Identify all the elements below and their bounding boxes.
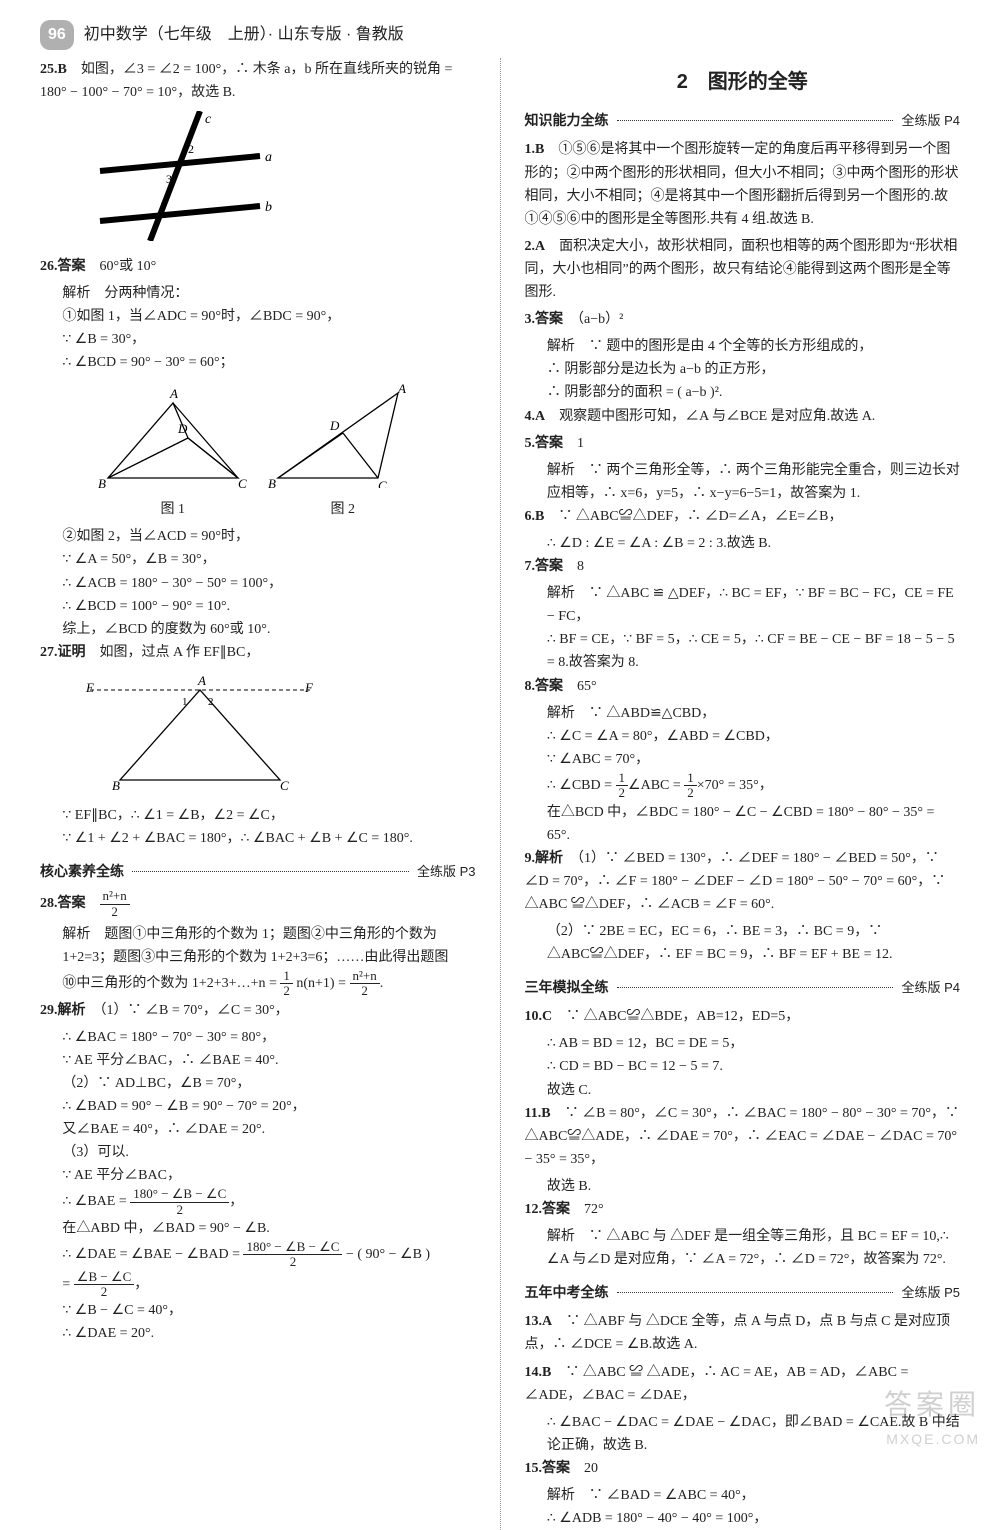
svg-text:C: C [378,478,387,488]
svg-text:a: a [265,150,272,165]
page-header: 96 初中数学（七年级 上册）· 山东专版 · 鲁教版 [0,0,1000,58]
rq15-body: 解析 ∵ ∠BAD = ∠ABC = 40°， ∴ ∠ADB = 180° − … [525,1484,961,1530]
q28: 28.答案 n²+n2 [40,889,476,919]
svg-text:A: A [397,381,406,396]
content-columns: 25.B 如图，∠3 = ∠2 = 100°，∴ 木条 a，b 所在直线所夹的锐… [0,58,1000,1530]
watermark: 答案圈 MXQE.COM [884,1382,980,1451]
q26-diagrams: A B C D 图 1 A B C D 图 2 [40,378,476,521]
rq13: 13.A ∵ △ABF 与 △DCE 全等，点 A 与点 D，点 B 与点 C … [525,1310,961,1356]
svg-text:c: c [205,112,212,127]
svg-text:E: E [85,680,94,695]
q25-diagram: c a b 2 3 1 [80,111,476,249]
svg-text:b: b [265,200,272,215]
rq3: 3.答案 （a−b）² [525,308,961,331]
q26-body2: ②如图 2，当∠ACD = 90°时， ∵ ∠A = 50°，∠B = 30°，… [40,525,476,640]
svg-text:2: 2 [208,696,214,708]
rq12-body: 解析 ∵ △ABC 与 △DEF 是一组全等三角形，且 BC = EF = 10… [525,1225,961,1271]
rq8: 8.答案 65° [525,675,961,698]
q27: 27.证明 如图，过点 A 作 EF∥BC， [40,641,476,664]
svg-text:F: F [304,680,314,695]
rq7-body: 解析 ∵ △ABC ≌ △DEF，∴ BC = EF，∵ BF = BC − F… [525,582,961,674]
subhead-core: 核心素养全练 全练版 P3 [40,860,476,883]
rq15: 15.答案 20 [525,1457,961,1480]
header-title: 初中数学（七年级 上册）· 山东专版 · 鲁教版 [84,22,404,48]
subhead-5year: 五年中考全练全练版 P5 [525,1281,961,1304]
rq1: 1.B ①⑤⑥是将其中一个图形旋转一定的角度后再平移得到另一个图形的；②中两个图… [525,138,961,230]
rq10: 10.C ∵ △ABC≌△BDE，AB=12，ED=5， [525,1005,961,1028]
rq9-body: （2）∵ 2BE = EC，EC = 6，∴ BE = 3，∴ BC = 9，∵… [525,920,961,966]
svg-text:1: 1 [160,198,166,212]
svg-text:A: A [169,386,178,401]
rq8-body: 解析 ∵ △ABD≌△CBD， ∴ ∠C = ∠A = 80°，∠ABD = ∠… [525,702,961,847]
right-column: 2 图形的全等 知识能力全练全练版 P4 1.B ①⑤⑥是将其中一个图形旋转一定… [525,58,961,1530]
left-column: 25.B 如图，∠3 = ∠2 = 100°，∴ 木条 a，b 所在直线所夹的锐… [40,58,476,1530]
rq6-body: ∴ ∠D : ∠E = ∠A : ∠B = 2 : 3.故选 B. [525,532,961,555]
svg-text:C: C [280,778,289,790]
column-divider [500,58,501,1530]
svg-text:1: 1 [182,696,188,708]
rq7: 7.答案 8 [525,555,961,578]
section-title: 2 图形的全等 [525,66,961,99]
rq4: 4.A 观察题中图形可知，∠A 与∠BCE 是对应角.故选 A. [525,405,961,428]
rq6: 6.B ∵ △ABC≌△DEF，∴ ∠D=∠A，∠E=∠B， [525,505,961,528]
q26-body: 解析 分两种情况： ①如图 1，当∠ADC = 90°时，∠BDC = 90°，… [40,282,476,374]
rq9: 9.解析 （1）∵ ∠BED = 130°，∴ ∠DEF = 180° − ∠B… [525,847,961,916]
q26: 26.答案 60°或 10° [40,255,476,278]
rq11-body: 故选 B. [525,1175,961,1198]
rq2: 2.A 面积决定大小，故形状相同，面积也相等的两个图形即为“形状相同，大小也相同… [525,235,961,304]
svg-text:C: C [238,476,247,488]
svg-text:3: 3 [166,172,172,186]
rq11: 11.B ∵ ∠B = 80°，∠C = 30°，∴ ∠BAC = 180° −… [525,1102,961,1171]
svg-text:D: D [329,418,340,433]
svg-text:B: B [98,476,106,488]
subhead-3year: 三年模拟全练全练版 P4 [525,976,961,999]
q29-body: ∴ ∠BAC = 180° − 70° − 30° = 80°， ∵ AE 平分… [40,1026,476,1346]
svg-text:B: B [268,476,276,488]
rq12: 12.答案 72° [525,1198,961,1221]
rq5: 5.答案 1 [525,432,961,455]
page-number-badge: 96 [40,20,74,50]
q27-body: ∵ EF∥BC，∴ ∠1 = ∠B，∠2 = ∠C， ∵ ∠1 + ∠2 + ∠… [40,804,476,850]
rq5-body: 解析 ∵ 两个三角形全等，∴ 两个三角形能完全重合，则三边长对应相等，∴ x=6… [525,459,961,505]
svg-text:B: B [112,778,120,790]
q29: 29.解析 （1）∵ ∠B = 70°，∠C = 30°， [40,999,476,1022]
rq3-body: 解析 ∵ 题中的图形是由 4 个全等的长方形组成的， ∴ 阴影部分是边长为 a−… [525,335,961,404]
svg-text:2: 2 [188,142,194,156]
svg-text:D: D [177,421,188,436]
rq10-body: ∴ AB = BD = 12，BC = DE = 5， ∴ CD = BD − … [525,1032,961,1101]
q25: 25.B 如图，∠3 = ∠2 = 100°，∴ 木条 a，b 所在直线所夹的锐… [40,58,476,104]
q28-body: 解析 题图①中三角形的个数为 1；题图②中三角形的个数为 1+2=3；题图③中三… [40,923,476,999]
subhead-knowledge: 知识能力全练全练版 P4 [525,109,961,132]
q27-diagram: E A F B C 1 2 [80,670,476,798]
svg-text:A: A [197,673,206,688]
